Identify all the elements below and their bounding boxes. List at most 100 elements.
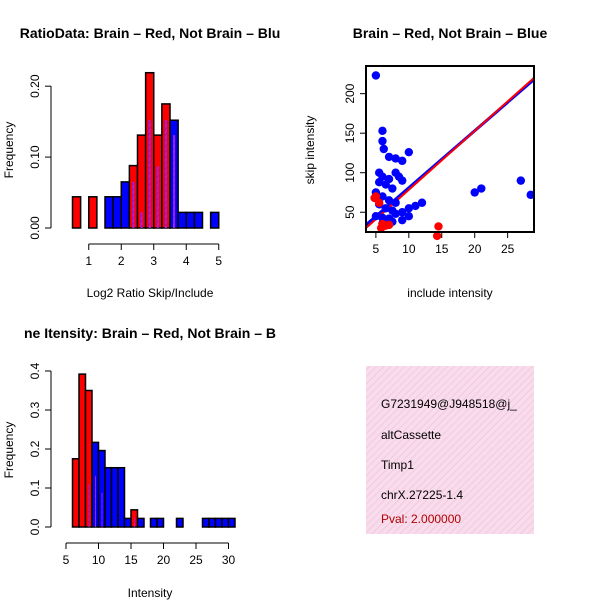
intensity-scatter-title: Brain – Red, Not Brain – Blue xyxy=(353,25,548,41)
histogram-bar xyxy=(78,373,87,528)
scatter-point xyxy=(379,144,388,154)
intensity-scatter-ylabel: skip intensity xyxy=(303,116,317,185)
scatter-point xyxy=(384,196,394,205)
x-tick-label: 25 xyxy=(189,553,203,567)
x-tick-label: 10 xyxy=(92,553,106,567)
y-tick-label: 0.0 xyxy=(28,518,42,535)
histogram-bar xyxy=(221,517,230,528)
ratio-histogram-xlabel: Log2 Ratio Skip/Include xyxy=(87,286,214,300)
info-line-event-type: altCassette xyxy=(381,428,441,442)
scatter-point xyxy=(381,204,390,213)
histogram-bar xyxy=(208,517,217,528)
ratio-histogram: RatioData: Brain – Red, Not Brain – Blu … xyxy=(2,25,280,300)
histogram-overlap-bar xyxy=(164,120,167,228)
x-tick-label: 30 xyxy=(222,553,236,567)
scatter-point xyxy=(470,188,479,197)
y-tick-label: 0.1 xyxy=(28,479,42,496)
y-tick-label: 0.00 xyxy=(28,216,42,240)
x-tick-label: 15 xyxy=(435,242,449,256)
histogram-bar xyxy=(110,466,119,528)
x-tick-label: 5 xyxy=(63,553,70,567)
scatter-point xyxy=(398,156,407,166)
histogram-overlap-bar xyxy=(132,181,135,228)
scatter-point xyxy=(432,231,442,241)
histogram-overlap-bar xyxy=(134,518,135,527)
intensity-histogram-title: ne Itensity: Brain – Red, Not Brain – B xyxy=(24,325,276,341)
histogram-bar xyxy=(104,196,114,229)
y-tick-label: 0.10 xyxy=(28,145,42,169)
histogram-bar xyxy=(227,517,236,528)
x-tick-label: 20 xyxy=(468,242,482,256)
y-tick-label: 0.2 xyxy=(28,440,42,457)
x-tick-label: 20 xyxy=(157,553,171,567)
ratio-histogram-title: RatioData: Brain – Red, Not Brain – Blu xyxy=(20,25,281,41)
histogram-bar xyxy=(209,211,220,229)
scatter-point xyxy=(411,201,420,211)
fit-line xyxy=(365,77,535,229)
histogram-bar xyxy=(112,196,122,229)
histogram-bar xyxy=(117,466,126,528)
scatter-point xyxy=(378,192,387,201)
scatter-point xyxy=(388,184,397,193)
intensity-histogram-ylabel: Frequency xyxy=(2,422,16,479)
scatter-plot-frame xyxy=(365,65,535,233)
x-tick-label: 10 xyxy=(402,242,416,256)
histogram-bar xyxy=(104,466,113,528)
histogram-bar xyxy=(177,211,187,229)
info-line-pval: Pval: 2.000000 xyxy=(381,512,461,526)
scatter-point xyxy=(391,154,400,163)
y-tick-label: 0.3 xyxy=(28,401,42,418)
scatter-point xyxy=(417,198,427,207)
info-panel: G7231949@J948518@j_ altCassette Timp1 ch… xyxy=(366,366,534,534)
x-tick-label: 15 xyxy=(124,553,138,567)
histogram-overlap-bar xyxy=(88,484,90,527)
histogram-bar xyxy=(120,181,131,229)
x-tick-label: 4 xyxy=(183,254,190,268)
histogram-bar xyxy=(149,517,158,528)
scatter-point xyxy=(477,184,486,193)
info-line-event-id: G7231949@J948518@j_ xyxy=(381,397,517,411)
x-tick-label: 25 xyxy=(501,242,515,256)
scatter-point xyxy=(526,190,535,200)
scatter-point xyxy=(378,126,387,136)
x-tick-label: 3 xyxy=(150,254,157,268)
y-tick-label: 100 xyxy=(343,162,357,182)
scatter-point xyxy=(404,211,414,221)
scatter-point xyxy=(516,176,526,185)
intensity-histogram-xlabel: Intensity xyxy=(128,586,173,600)
scatter-point xyxy=(376,223,386,233)
scatter-point xyxy=(384,152,394,162)
histogram-overlap-bar xyxy=(140,212,143,228)
x-tick-label: 5 xyxy=(215,254,222,268)
y-tick-label: 200 xyxy=(343,83,357,103)
scatter-point xyxy=(398,215,407,225)
scatter-point xyxy=(374,178,384,187)
histogram-bar xyxy=(185,211,196,229)
info-line-gene: Timp1 xyxy=(381,458,414,472)
ratio-histogram-ylabel: Frequency xyxy=(2,122,16,179)
scatter-point xyxy=(371,211,381,221)
histogram-overlap-bar xyxy=(101,492,103,527)
scatter-point xyxy=(381,180,390,189)
scatter-point xyxy=(398,208,407,217)
info-panel-background xyxy=(366,366,534,534)
scatter-point xyxy=(404,147,414,157)
y-tick-label: 0.20 xyxy=(28,74,42,98)
info-line-location: chrX.27225-1.4 xyxy=(381,488,463,502)
histogram-bar xyxy=(71,458,80,528)
scatter-point xyxy=(404,204,414,213)
x-tick-label: 5 xyxy=(373,242,380,256)
scatter-point xyxy=(370,193,379,203)
histogram-overlap-bar xyxy=(148,120,151,228)
intensity-scatter-xlabel: include intensity xyxy=(407,286,492,300)
histogram-bar xyxy=(88,196,98,229)
scatter-point xyxy=(391,209,400,219)
histogram-bar xyxy=(214,517,223,528)
y-tick-label: 50 xyxy=(343,205,357,219)
y-tick-label: 150 xyxy=(343,123,357,143)
scatter-point xyxy=(394,172,404,181)
histogram-bar xyxy=(175,517,184,528)
histogram-bar xyxy=(193,211,204,229)
scatter-point xyxy=(391,198,400,207)
